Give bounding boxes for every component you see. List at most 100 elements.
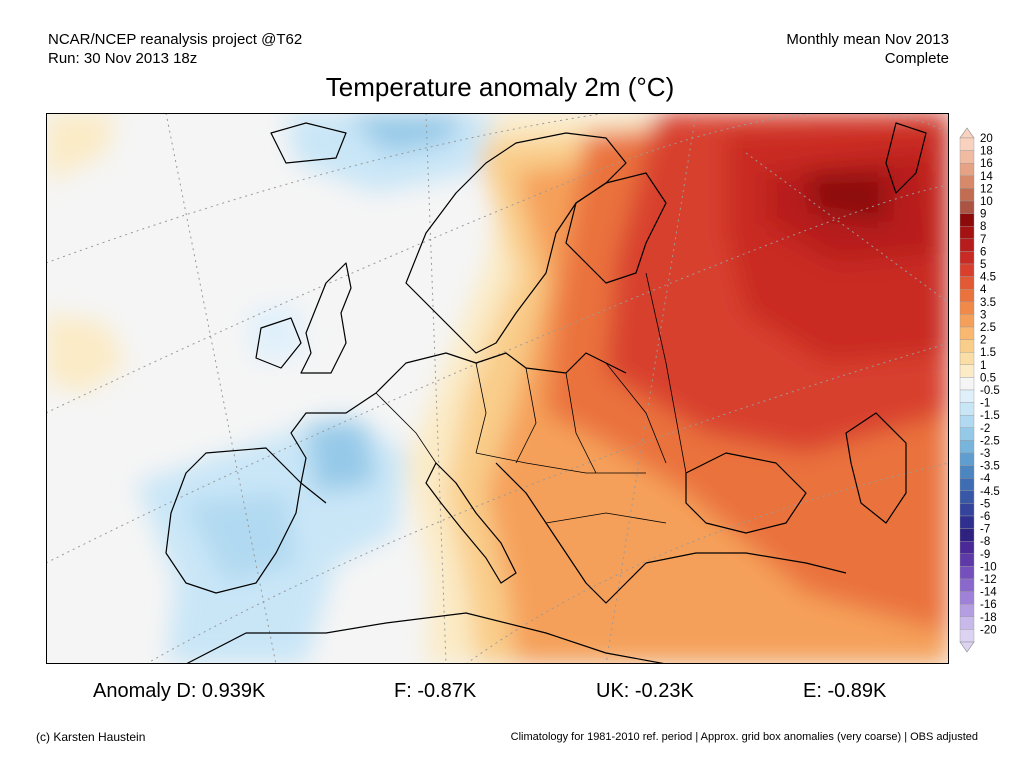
colorbar-swatch	[959, 150, 975, 164]
status-label: Complete	[884, 50, 949, 67]
cold-zone-north-core	[346, 113, 466, 153]
balkans-coast	[495, 462, 647, 604]
colorbar-swatch	[959, 314, 975, 328]
colorbar-swatch	[959, 364, 975, 378]
anomaly-uk: UK: -0.23K	[596, 680, 694, 702]
colorbar-label: 5	[980, 259, 986, 271]
colorbar-label: -2	[980, 423, 990, 435]
turkey-coast	[645, 552, 847, 574]
colorbar-swatch	[959, 591, 975, 605]
map-title: Temperature anomaly 2m (°C)	[325, 72, 675, 102]
colorbar-swatch	[959, 326, 975, 340]
colorbar-swatch	[959, 528, 975, 542]
colorbar-swatch	[959, 515, 975, 529]
caspian-coast	[845, 412, 907, 524]
colorbar-label: -14	[980, 587, 997, 599]
colorbar-label: -4	[980, 473, 991, 485]
colorbar-swatch	[959, 225, 975, 239]
novaya-zemlya-coast	[885, 122, 927, 194]
colorbar-label: -7	[980, 524, 990, 536]
colorbar-label: -3.5	[980, 461, 1000, 473]
colorbar-label: -16	[980, 599, 997, 611]
ireland-coast	[255, 317, 302, 369]
colorbar-swatch	[959, 351, 975, 365]
iceland-coast	[270, 122, 347, 164]
colorbar-label: 18	[980, 146, 993, 158]
anomaly-map	[46, 113, 949, 664]
iberia-coast	[165, 447, 302, 594]
colorbar-label: 2.5	[980, 322, 996, 334]
colorbar-label: 3	[980, 309, 986, 321]
colorbar-swatch	[959, 251, 975, 265]
warm-core	[806, 173, 886, 223]
colorbar-label: -20	[980, 624, 997, 636]
colorbar-label: 20	[980, 133, 993, 145]
uk-coast	[300, 262, 352, 374]
colorbar-swatch	[959, 629, 975, 643]
colorbar-swatch	[959, 616, 975, 630]
colorbar-swatch	[959, 200, 975, 214]
colorbar-swatch	[959, 339, 975, 353]
africa-coast	[185, 612, 667, 664]
anomaly-summary: Anomaly D: 0.939K F: -0.87K UK: -0.23K E…	[0, 680, 1024, 706]
colorbar-swatch	[959, 465, 975, 479]
colorbar-label: 4.5	[980, 272, 996, 284]
header-left: NCAR/NCEP reanalysis project @T62 Run: 3…	[48, 30, 302, 68]
colorbar-swatch	[959, 188, 975, 202]
colorbar-label: -1	[980, 398, 990, 410]
model-name: NCAR/NCEP reanalysis project @T62	[48, 31, 303, 48]
warm-zone-west	[46, 313, 126, 393]
colorbar-label: -3	[980, 448, 990, 460]
colorbar-top-arrow	[959, 127, 975, 139]
colorbar-label: 7	[980, 234, 986, 246]
colorbar-bottom-arrow	[959, 641, 975, 653]
coastlines	[165, 122, 927, 664]
colorbar-swatch	[959, 415, 975, 429]
colorbar-label: -9	[980, 549, 990, 561]
anomaly-spain: E: -0.89K	[803, 680, 887, 702]
finland-coast	[565, 172, 667, 284]
colorbar-label: 12	[980, 183, 993, 195]
colorbar-swatch	[959, 478, 975, 492]
colorbar-swatch	[959, 452, 975, 466]
map-frame	[46, 113, 949, 664]
colorbar-swatch	[959, 137, 975, 151]
anomaly-germany: Anomaly D: 0.939K	[93, 680, 266, 702]
colorbar-swatch	[959, 566, 975, 580]
colorbar-swatch	[959, 213, 975, 227]
colorbar-label: -18	[980, 612, 997, 624]
colorbar-label: 0.5	[980, 372, 996, 384]
colorbar-label: 14	[980, 171, 993, 183]
colorbar-swatch	[959, 175, 975, 189]
colorbar-label: -5	[980, 498, 990, 510]
colorbar-swatch	[959, 377, 975, 391]
colorbar-swatch	[959, 604, 975, 618]
colorbar-label: 2	[980, 335, 986, 347]
continent-coast	[375, 352, 627, 394]
colorbar: 201816141210987654.543.532.521.510.5-0.5…	[959, 127, 1000, 653]
anomaly-france: F: -0.87K	[394, 680, 477, 702]
colorbar-label: 1	[980, 360, 986, 372]
colorbar-label: 16	[980, 158, 993, 170]
colorbar-swatch	[959, 440, 975, 454]
colorbar-label: -6	[980, 511, 990, 523]
colorbar-swatch	[959, 276, 975, 290]
colorbar-swatch	[959, 263, 975, 277]
colorbar-swatch	[959, 288, 975, 302]
colorbar-label: -4.5	[980, 486, 1000, 498]
colorbar-swatch	[959, 490, 975, 504]
colorbar-label: -8	[980, 536, 990, 548]
colorbar-label: 9	[980, 209, 986, 221]
warm-zone-atlantic	[46, 113, 116, 183]
colorbar-label: 4	[980, 284, 987, 296]
colorbar-label: 10	[980, 196, 993, 208]
colorbar-label: 6	[980, 246, 986, 258]
colorbar-label: -2.5	[980, 435, 1000, 447]
colorbar-label: -0.5	[980, 385, 1000, 397]
colorbar-swatch	[959, 541, 975, 555]
black-sea-coast	[685, 452, 807, 534]
header-right: Monthly mean Nov 2013 Complete	[786, 30, 949, 68]
colorbar-swatch	[959, 553, 975, 567]
colorbar-swatch	[959, 503, 975, 517]
climatology-note: Climatology for 1981-2010 ref. period | …	[510, 731, 978, 743]
